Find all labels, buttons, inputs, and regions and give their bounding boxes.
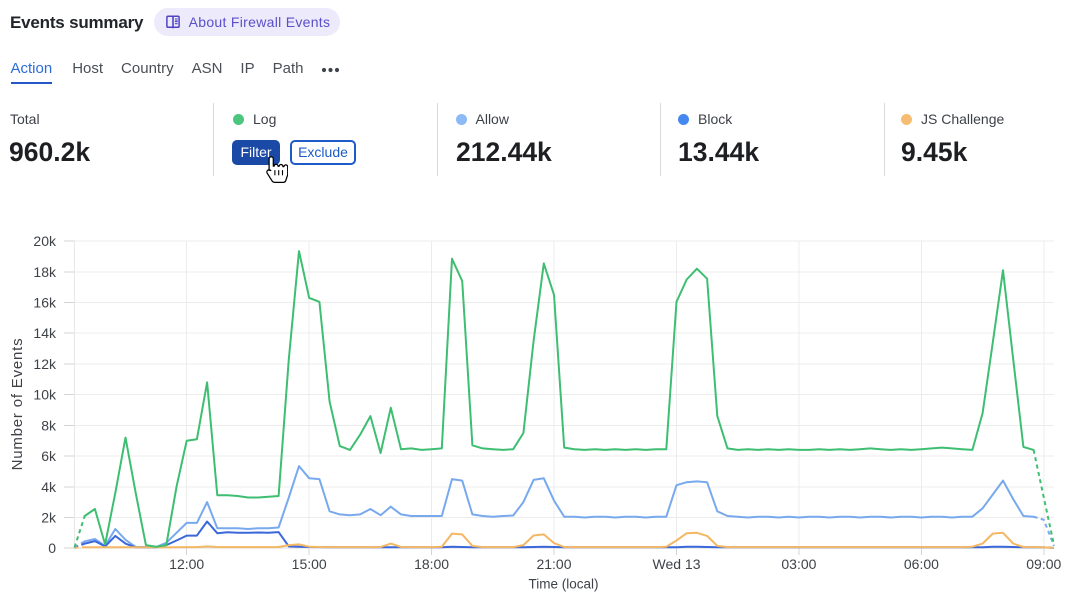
svg-text:4k: 4k (41, 479, 57, 495)
svg-text:8k: 8k (41, 417, 57, 433)
svg-text:0: 0 (48, 540, 56, 556)
svg-text:12:00: 12:00 (169, 556, 204, 572)
svg-text:06:00: 06:00 (904, 556, 939, 572)
svg-text:20k: 20k (33, 233, 57, 249)
svg-text:03:00: 03:00 (781, 556, 816, 572)
svg-text:14k: 14k (33, 325, 57, 341)
svg-text:12k: 12k (33, 356, 57, 372)
svg-text:Wed 13: Wed 13 (653, 556, 701, 572)
svg-text:Number of Events: Number of Events (9, 338, 26, 471)
svg-text:18k: 18k (33, 264, 57, 280)
svg-text:2k: 2k (41, 510, 57, 526)
svg-text:Time (local): Time (local) (528, 577, 598, 592)
svg-text:10k: 10k (33, 387, 57, 403)
svg-text:21:00: 21:00 (536, 556, 571, 572)
svg-text:15:00: 15:00 (292, 556, 327, 572)
svg-text:16k: 16k (33, 295, 57, 311)
svg-text:18:00: 18:00 (414, 556, 449, 572)
svg-text:09:00: 09:00 (1026, 556, 1061, 572)
svg-text:6k: 6k (41, 448, 57, 464)
